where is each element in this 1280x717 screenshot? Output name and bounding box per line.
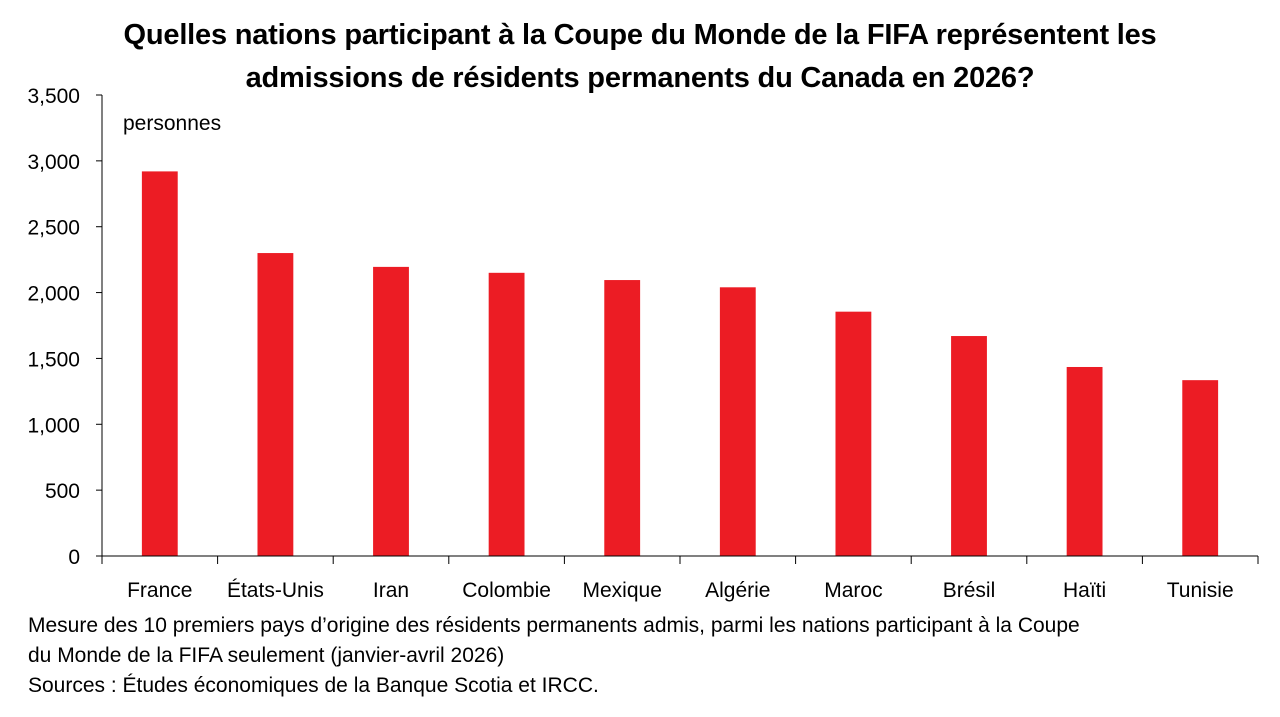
x-tick-label: Brésil — [943, 579, 996, 602]
bar — [1182, 380, 1219, 556]
bar — [373, 266, 409, 556]
unit-label: personnes — [123, 112, 221, 135]
x-tick-label: Algérie — [705, 579, 770, 602]
x-tick-label: Iran — [373, 579, 409, 602]
x-tick-label: États-Unis — [227, 579, 324, 602]
footnote-sources: Sources : Études économiques de la Banqu… — [28, 674, 599, 697]
y-tick-label: 3,500 — [27, 85, 80, 108]
y-tick-label: 500 — [45, 480, 80, 503]
footnote-line-1: Mesure des 10 premiers pays d’origine de… — [28, 614, 1080, 637]
x-tick-label: Maroc — [824, 579, 882, 602]
x-tick-label: Mexique — [583, 579, 662, 602]
x-tick-label: Haïti — [1063, 579, 1106, 602]
bar — [719, 287, 756, 556]
y-tick-label: 0 — [68, 546, 80, 569]
y-tick-label: 1,500 — [27, 348, 80, 371]
chart-title-line-1: Quelles nations participant à la Coupe d… — [123, 19, 1157, 51]
y-tick-label: 2,500 — [27, 217, 80, 240]
y-tick-label: 1,000 — [27, 414, 80, 437]
chart-title-line-2: admissions de résidents permanents du Ca… — [245, 62, 1035, 94]
bar — [1066, 366, 1103, 556]
chart-title: Quelles nations participant à la Coupe d… — [40, 14, 1240, 100]
bar — [488, 272, 525, 556]
x-tick-label: Colombie — [462, 579, 551, 602]
footnote: Mesure des 10 premiers pays d’origine de… — [28, 611, 1268, 701]
bar — [141, 171, 178, 556]
bars — [141, 171, 1219, 557]
y-tick-label: 2,000 — [27, 283, 80, 306]
x-tick-label: France — [127, 579, 192, 602]
bar — [257, 253, 294, 557]
y-axis-ticks: 0 500 1,000 1,500 2,000 2,500 3,000 3,500 — [27, 85, 102, 569]
bar — [835, 311, 872, 556]
y-tick-label: 3,000 — [27, 151, 80, 174]
bar — [951, 336, 987, 556]
x-tick-label: Tunisie — [1167, 579, 1234, 602]
footnote-line-2: du Monde de la FIFA seulement (janvier-a… — [28, 644, 505, 667]
x-axis: France États-Unis Iran Colombie Mexique Algér… — [101, 555, 1259, 602]
bar — [604, 280, 641, 556]
